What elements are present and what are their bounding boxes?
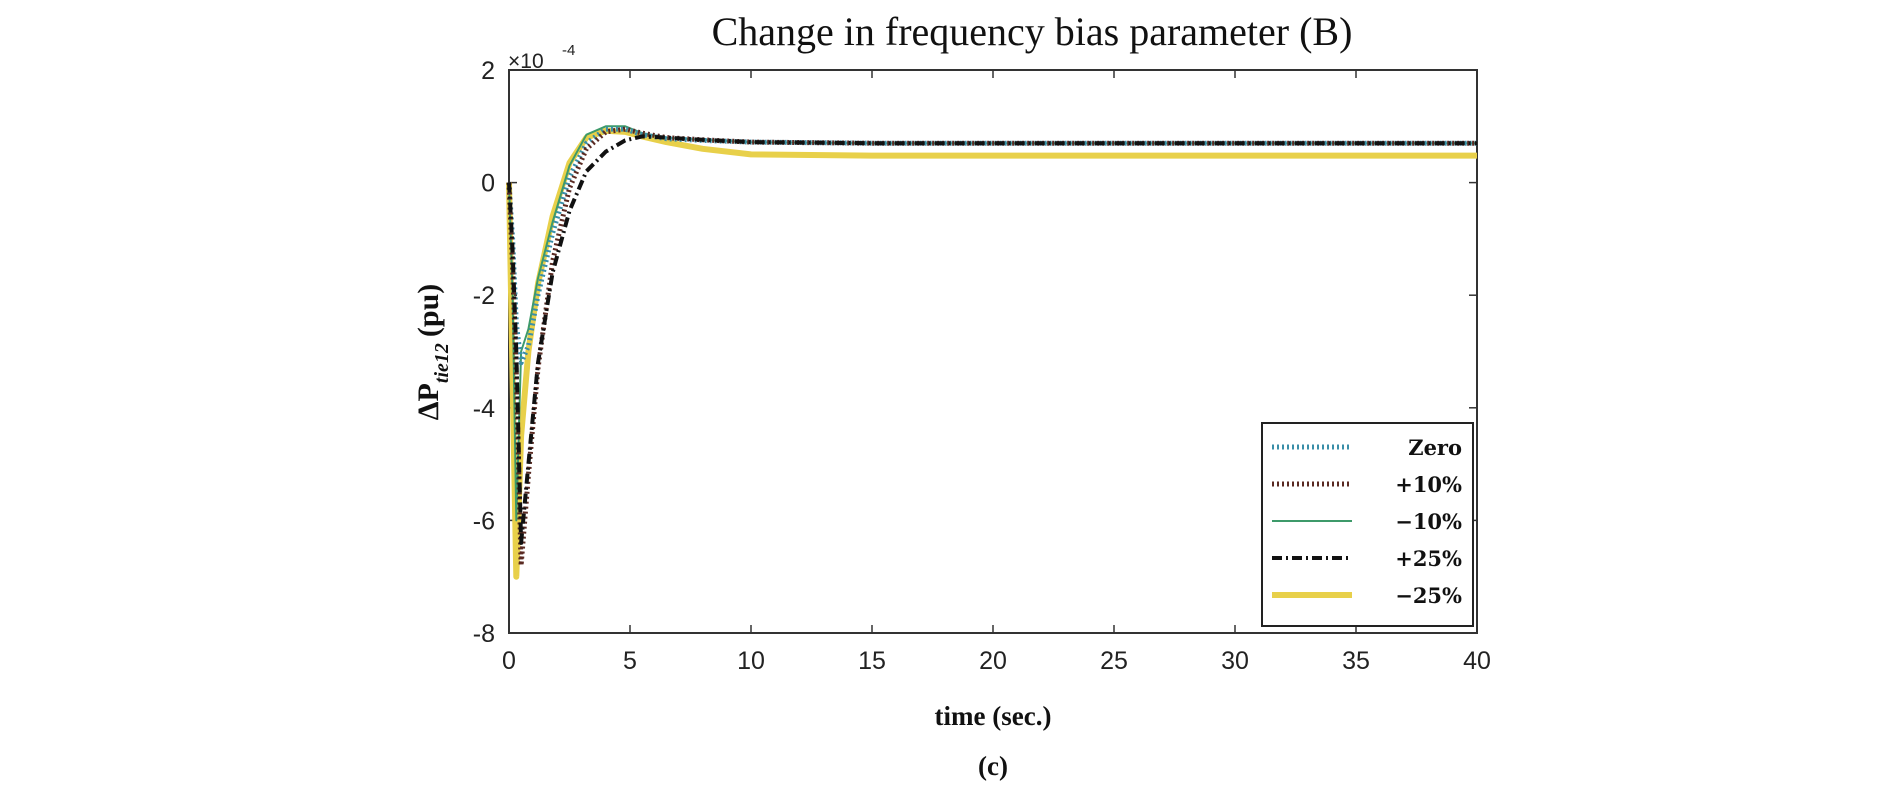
x-tick-label: 25 [1100, 647, 1128, 675]
series-line-0 [506, 126, 1477, 366]
legend-label: +25% [1395, 546, 1462, 571]
y-axis-label: ΔPtie12 (pu) [412, 284, 453, 421]
x-tick-label: 30 [1221, 647, 1249, 675]
y-tick-label: -4 [473, 395, 495, 423]
series-line-4 [506, 127, 1477, 580]
x-tick-label: 5 [623, 647, 637, 675]
y-axis-exponent: ×10 -4 [508, 42, 575, 73]
y-tick-label: -8 [473, 620, 495, 648]
x-tick-label: 0 [502, 647, 516, 675]
x-tick-label: 15 [858, 647, 886, 675]
y-label-main: ΔP [412, 383, 445, 420]
y-tick-label: 2 [481, 57, 495, 85]
x-axis-label: time (sec.) [935, 701, 1052, 731]
y-exponent-power: -4 [562, 42, 575, 59]
svg-text:ΔPtie12(pu): ΔPtie12 (pu) [412, 284, 453, 421]
y-label-unit: (pu) [412, 284, 445, 337]
x-tick-label: 35 [1342, 647, 1370, 675]
x-tick-label: 10 [737, 647, 765, 675]
y-tick-label: -6 [473, 507, 495, 535]
series-layer [506, 125, 1477, 580]
legend: Zero +10% −10% +25% −25% [1261, 422, 1474, 627]
legend-label: −10% [1395, 509, 1462, 534]
axis-ticks: 0 5 10 15 20 25 30 35 40 -8 -6 -4 -2 0 2 [473, 57, 1491, 675]
chart-title: Change in frequency bias parameter (B) [712, 9, 1353, 54]
y-tick-label: 0 [481, 170, 495, 198]
y-exponent-base: ×10 [508, 50, 544, 73]
series-line-3 [507, 134, 1477, 545]
legend-items: Zero +10% −10% +25% −25% [1272, 435, 1462, 608]
y-label-sub: tie12 [431, 343, 453, 383]
y-tick-label: -2 [473, 282, 495, 310]
legend-label: Zero [1408, 435, 1462, 460]
x-tick-label: 40 [1463, 647, 1491, 675]
x-tick-label: 20 [979, 647, 1007, 675]
legend-label: +10% [1395, 472, 1462, 497]
series-line-1 [506, 126, 1477, 568]
figure-caption: (c) [978, 751, 1008, 781]
legend-label: −25% [1395, 583, 1462, 608]
